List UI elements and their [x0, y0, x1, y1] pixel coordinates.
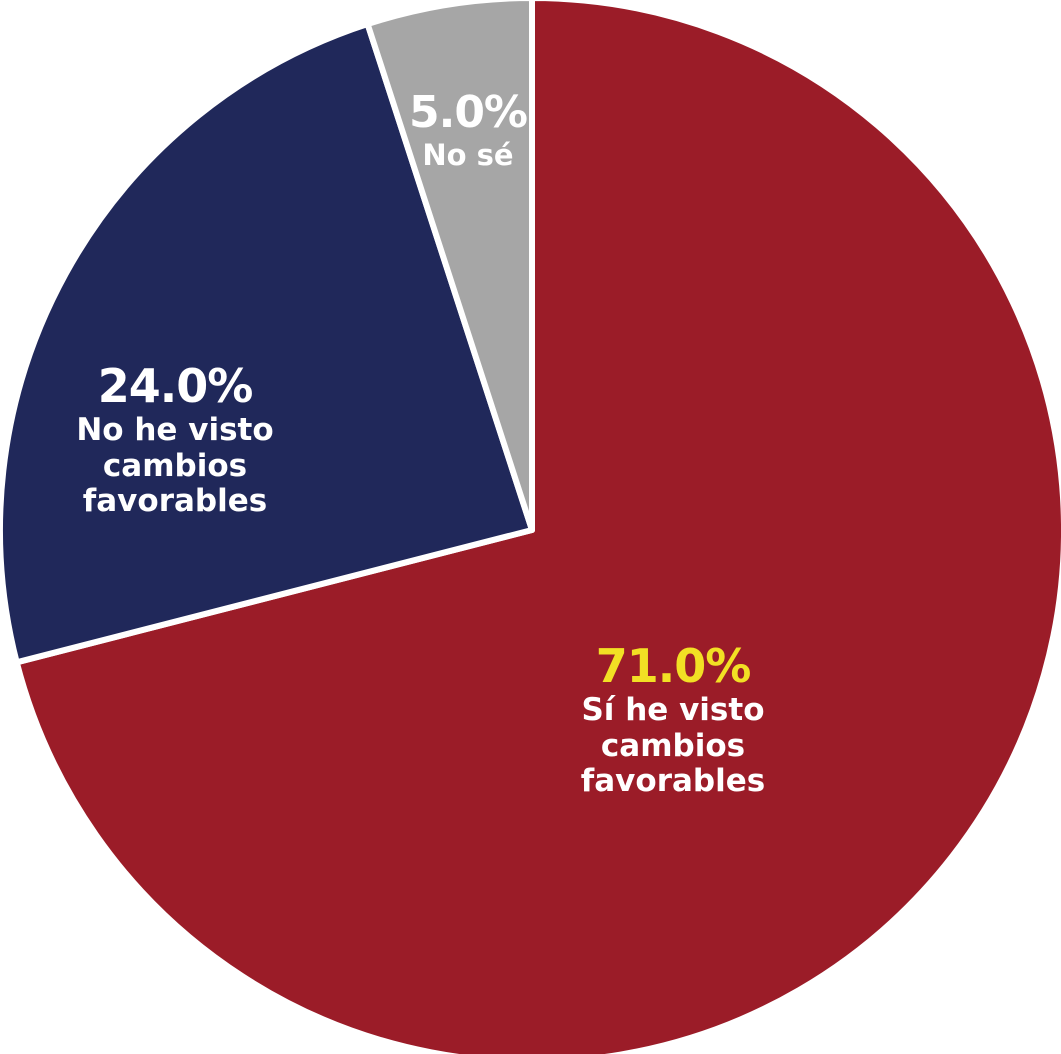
slice [364, 0, 535, 533]
slice-label: 5.0% No sé [393, 87, 543, 172]
slice [13, 0, 1061, 1054]
category-label: No sé [422, 137, 514, 172]
value-label: 24.0% [97, 359, 254, 414]
category-label: No he visto cambios favorables [76, 411, 274, 520]
slice-label: 24.0% No he visto cambios favorables [75, 360, 275, 520]
value-label: 5.0% [408, 87, 528, 139]
category-label: Sí he visto cambios favorables [580, 691, 766, 800]
slice-label: 71.0% Sí he visto cambios favorables [573, 640, 773, 800]
value-label: 71.0% [595, 639, 752, 694]
slice [0, 21, 535, 666]
